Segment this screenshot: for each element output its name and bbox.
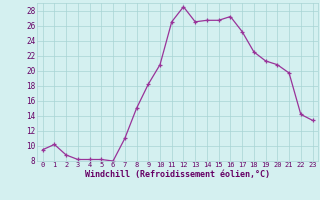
X-axis label: Windchill (Refroidissement éolien,°C): Windchill (Refroidissement éolien,°C) [85, 170, 270, 179]
